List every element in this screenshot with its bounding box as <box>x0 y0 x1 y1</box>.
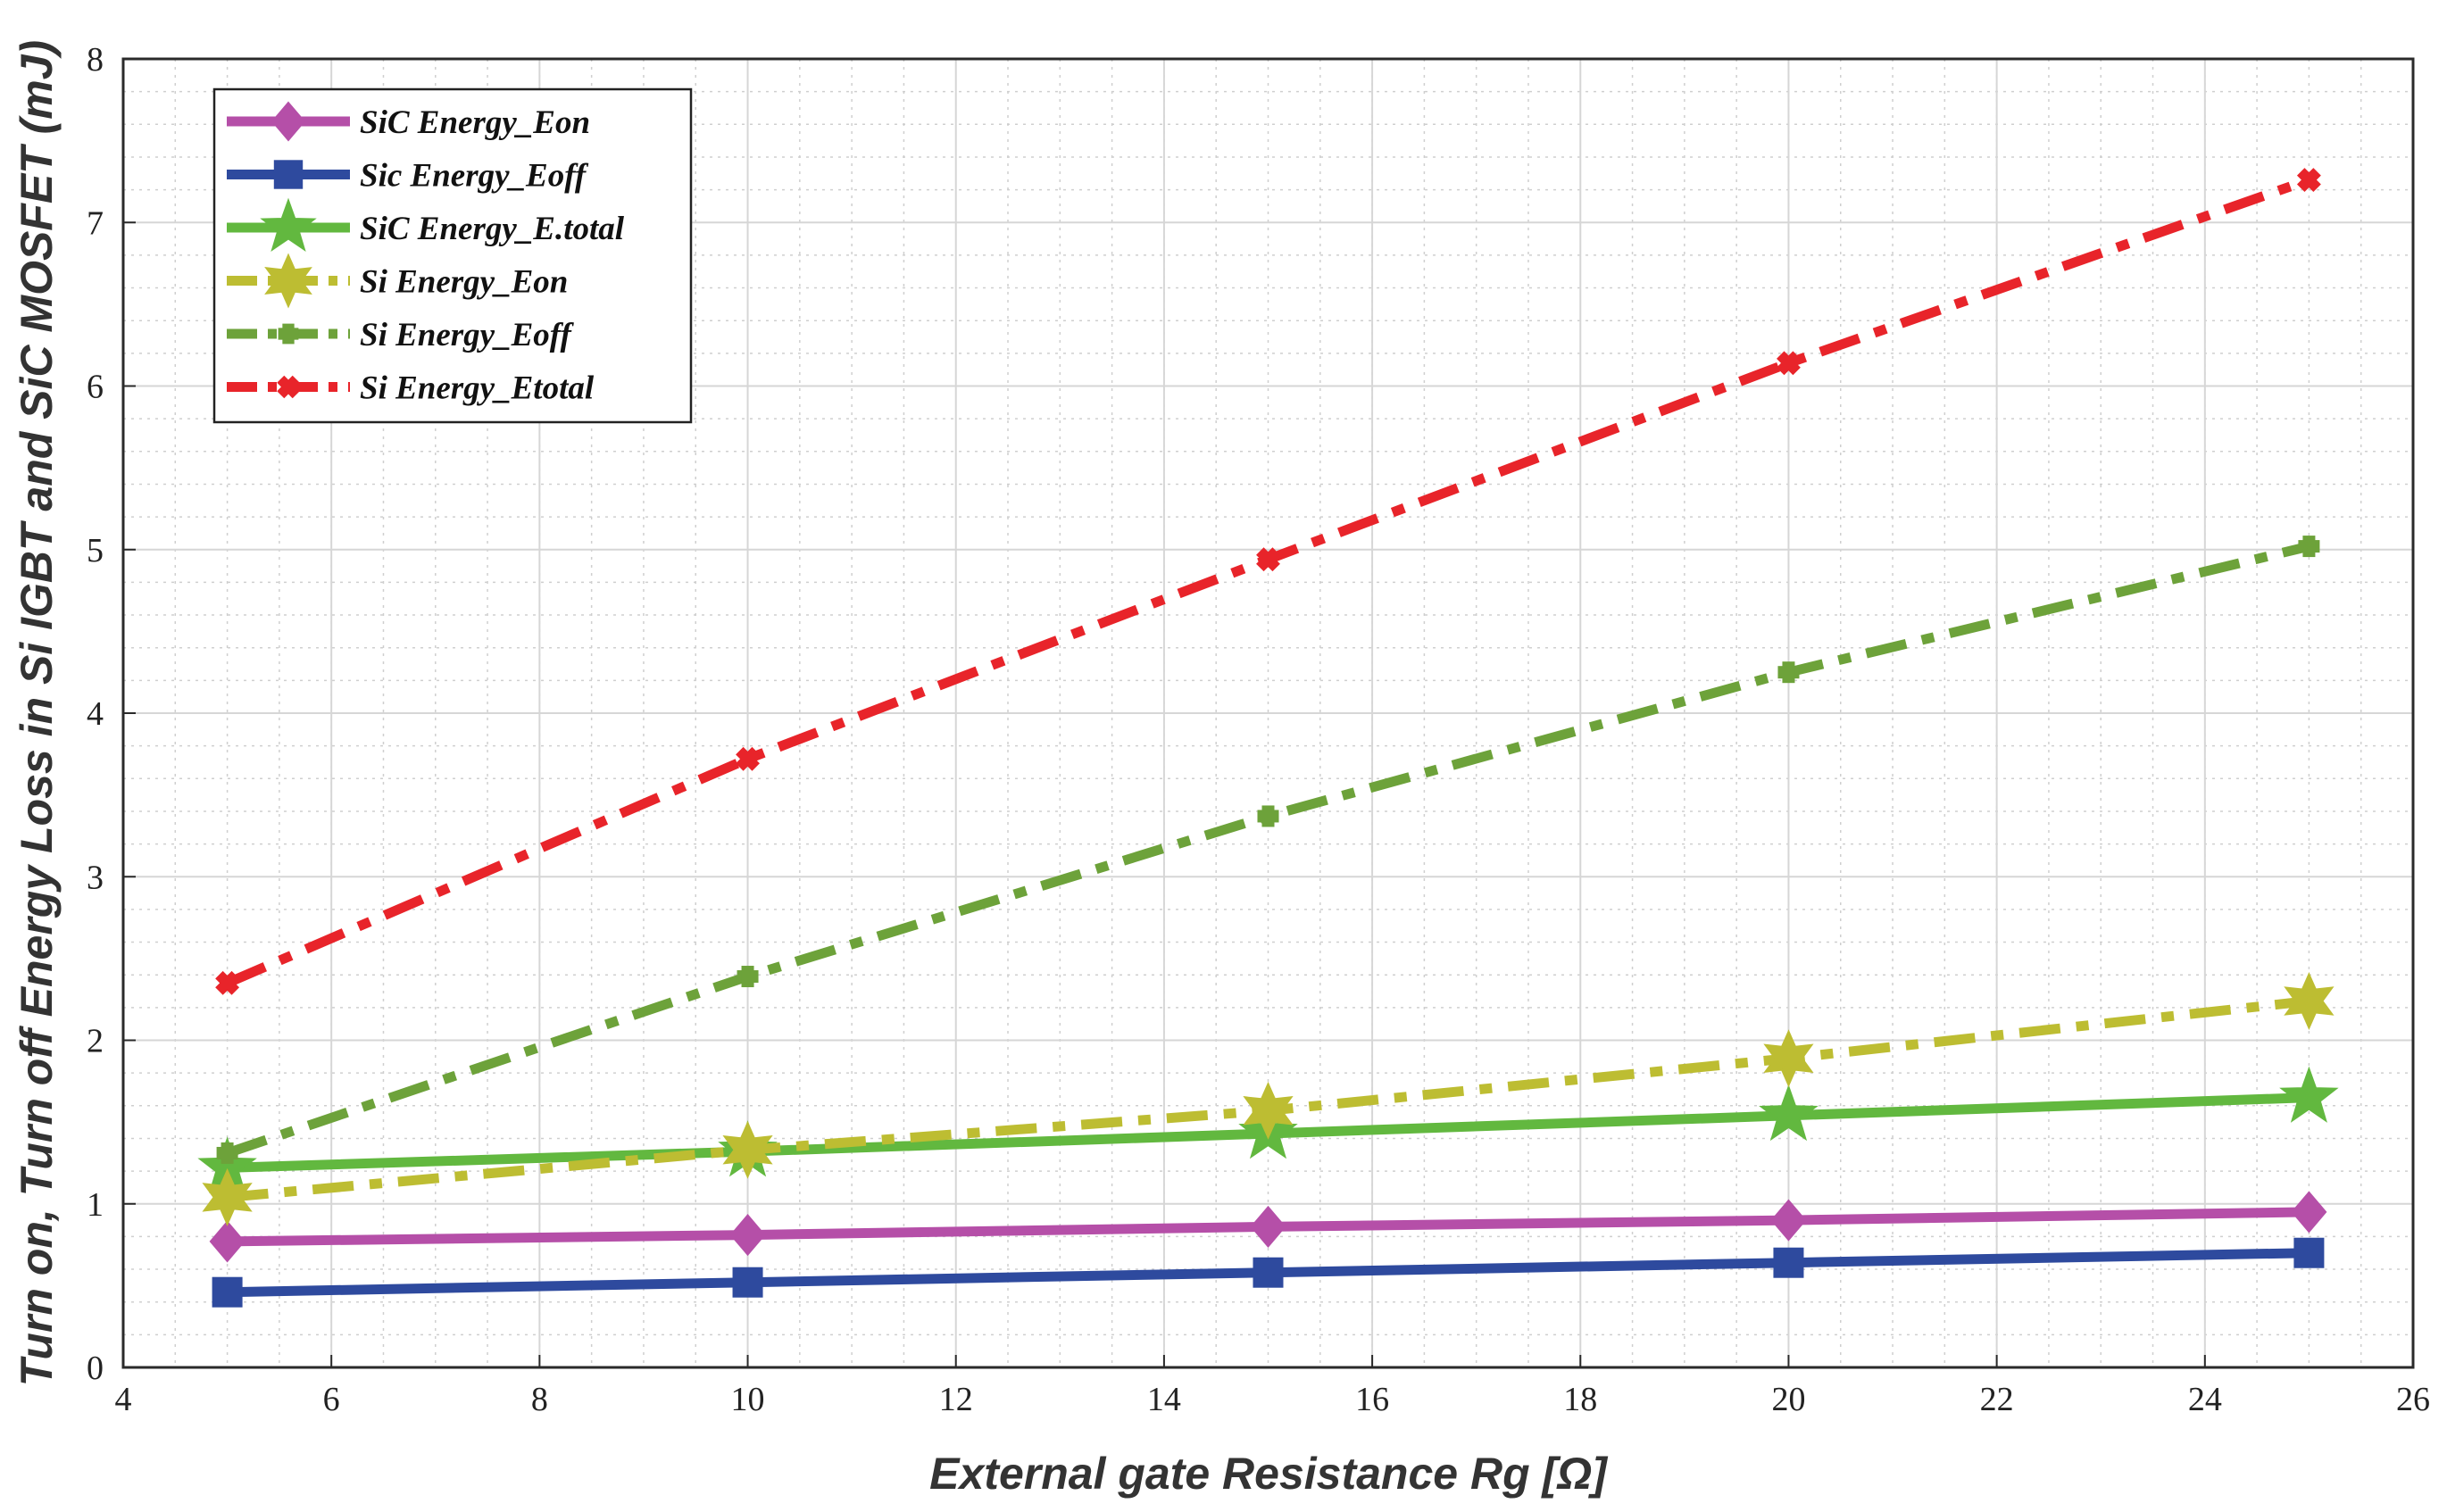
series-0 <box>209 1191 2327 1263</box>
data-point-marker <box>1773 1247 1804 1278</box>
y-tick-label: 0 <box>87 1350 104 1387</box>
data-point-marker <box>1253 1257 1284 1288</box>
x-tick-label: 6 <box>323 1381 340 1418</box>
legend-item: SiC Energy_E.total <box>227 197 625 253</box>
legend-marker <box>278 323 299 345</box>
legend-label: SiC Energy_E.total <box>360 211 625 247</box>
data-point-marker <box>2284 972 2335 1030</box>
y-tick-label: 2 <box>87 1023 104 1060</box>
data-point-marker <box>209 1220 246 1263</box>
legend-item: SiC Energy_Eon <box>227 101 590 142</box>
x-tick-label: 20 <box>1771 1381 1805 1418</box>
series-5 <box>215 168 2321 995</box>
data-point-marker <box>729 1214 766 1257</box>
legend-marker <box>273 160 304 189</box>
data-point-marker <box>2291 1191 2327 1234</box>
data-point-marker-v <box>2302 536 2316 558</box>
y-tick-label: 1 <box>87 1186 104 1224</box>
data-point-marker <box>1770 1199 1807 1242</box>
series-4 <box>216 536 2320 1164</box>
x-tick-label: 16 <box>1355 1381 1389 1418</box>
data-point-marker <box>215 970 240 995</box>
legend-label: SiC Energy_Eon <box>360 104 590 141</box>
data-point-marker <box>722 1120 773 1179</box>
data-point-marker <box>732 1267 763 1298</box>
data-point-marker <box>737 966 759 988</box>
y-axis-title: Turn on, Turn off Energy Loss in Si IGBT… <box>12 40 62 1386</box>
legend-marker <box>260 197 317 253</box>
x-tick-label: 22 <box>1980 1381 2014 1418</box>
legend-item: Sic Energy_Eoff <box>227 158 589 195</box>
y-axis: 0 1 2 3 4 5 6 7 8 <box>87 41 136 1387</box>
data-point-marker <box>1759 1084 1819 1142</box>
data-point-marker-v <box>1782 661 1795 684</box>
data-point-marker <box>202 1167 253 1226</box>
x-tick-label: 14 <box>1147 1381 1181 1418</box>
x-axis-title: External gate Resistance Rg [Ω] <box>929 1449 1609 1499</box>
legend-marker <box>271 101 306 142</box>
data-point-marker <box>1243 1081 1294 1140</box>
series-1 <box>212 1237 2325 1308</box>
y-tick-label: 6 <box>87 369 104 406</box>
data-point-marker <box>1257 805 1279 827</box>
data-point-marker <box>2293 1237 2325 1268</box>
data-point-marker-b <box>1256 547 1280 572</box>
data-point-marker <box>1256 547 1280 572</box>
data-point-marker-b <box>736 746 760 771</box>
legend-item: Si Energy_Etotal <box>227 370 595 407</box>
x-tick-label: 10 <box>731 1381 765 1418</box>
x-tick-label: 4 <box>115 1381 132 1418</box>
legend-box <box>212 87 693 424</box>
x-axis: 4 6 8 10 12 14 16 18 20 22 24 26 <box>115 1355 2430 1418</box>
series-layer <box>197 168 2339 1308</box>
legend-item: Si Energy_Eon <box>227 253 568 309</box>
data-point-marker-v <box>741 966 754 988</box>
y-tick-label: 5 <box>87 532 104 569</box>
y-tick-label: 3 <box>87 859 104 896</box>
x-tick-label: 12 <box>939 1381 973 1418</box>
data-point-marker <box>2279 1066 2339 1123</box>
x-tick-label: 8 <box>531 1381 548 1418</box>
data-point-marker <box>2296 168 2321 193</box>
data-point-marker <box>736 746 760 771</box>
x-tick-label: 24 <box>2188 1381 2222 1418</box>
data-point-marker-b <box>2296 168 2321 193</box>
series-3 <box>202 972 2335 1226</box>
legend-label: Sic Energy_Eoff <box>360 158 589 195</box>
legend-marker <box>277 375 300 399</box>
legend: SiC Energy_Eon Sic Energy_Eoff SiC Energy_… <box>212 87 693 424</box>
y-tick-label: 8 <box>87 41 104 79</box>
data-point-marker <box>1250 1205 1286 1248</box>
data-point-marker <box>2298 536 2320 558</box>
legend-marker-b <box>277 375 300 399</box>
x-tick-label: 26 <box>2396 1381 2430 1418</box>
data-point-marker-v <box>1261 805 1275 827</box>
data-point-marker-b <box>215 970 240 995</box>
x-tick-label: 18 <box>1563 1381 1597 1418</box>
legend-marker <box>264 253 312 309</box>
y-tick-label: 7 <box>87 204 104 242</box>
legend-label: Si Energy_Eon <box>360 264 568 301</box>
data-point-marker-b <box>1777 351 1801 376</box>
data-point-marker-v <box>221 1142 234 1164</box>
legend-marker-v <box>282 323 295 345</box>
legend-label: Si Energy_Etotal <box>360 370 595 407</box>
data-point-marker <box>1777 351 1801 376</box>
data-point-marker <box>1763 1029 1814 1088</box>
legend-item: Si Energy_Eoff <box>227 317 574 353</box>
data-point-marker <box>212 1276 243 1308</box>
legend-label: Si Energy_Eoff <box>360 317 574 353</box>
data-point-marker <box>216 1142 238 1164</box>
data-point-marker <box>1777 661 1800 684</box>
y-tick-label: 4 <box>87 695 104 733</box>
